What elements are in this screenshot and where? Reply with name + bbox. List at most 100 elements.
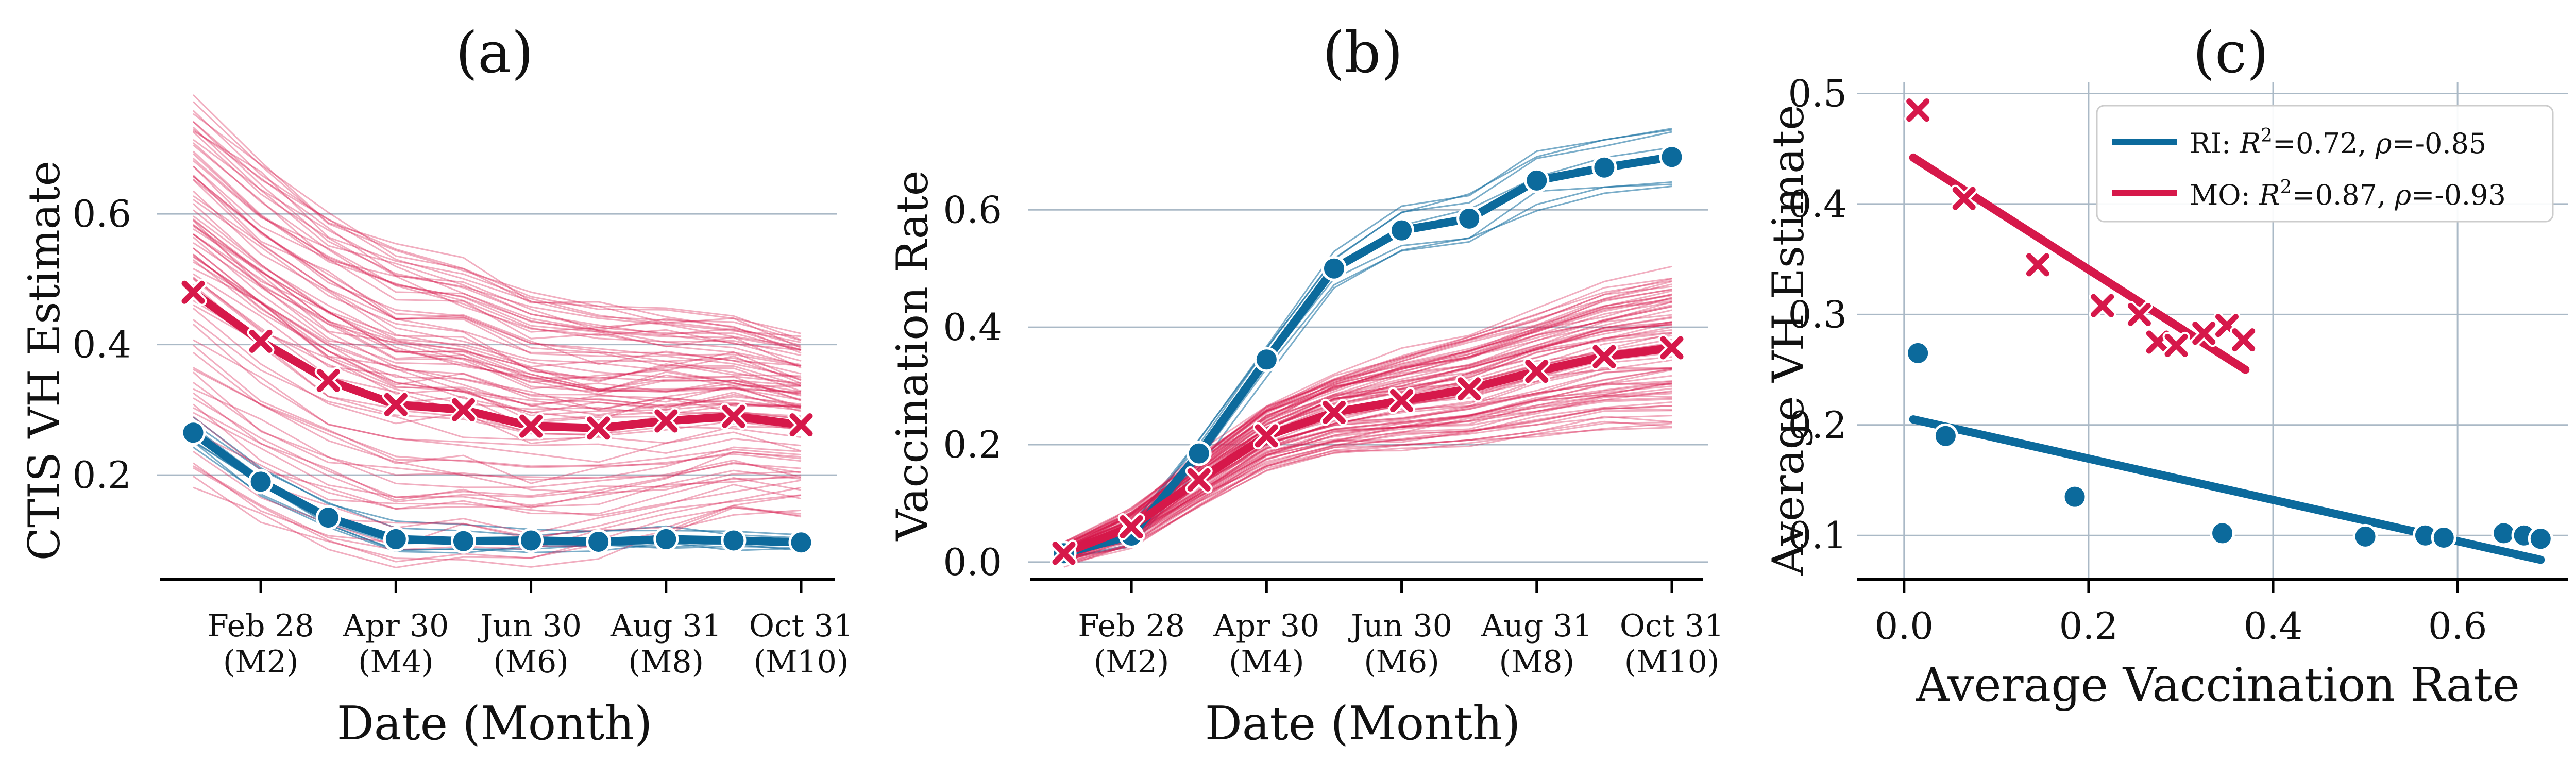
pa-county-line <box>193 219 802 394</box>
pa-county-line <box>193 233 802 393</box>
pa-county-line <box>193 113 802 347</box>
pb-xtick-sublabel: (M2) <box>1094 644 1169 680</box>
pa-mo-point <box>382 391 410 418</box>
pa-county-line <box>193 407 802 509</box>
pb-county-line <box>1063 367 1672 561</box>
pa-county-line <box>193 253 802 411</box>
pa-mo-point <box>314 366 342 394</box>
pb-ytick-label: 0.2 <box>943 423 1002 466</box>
pb-mo-point <box>1117 513 1145 540</box>
pa-ri-point <box>518 528 544 553</box>
pc-xtick-label: 0.6 <box>2428 604 2487 648</box>
pb-xtick-sublabel: (M6) <box>1364 644 1439 680</box>
pa-county-line <box>193 233 802 395</box>
pb-county-line <box>1063 405 1672 560</box>
pa-county-line <box>193 352 802 484</box>
pb-county-line <box>1063 421 1672 568</box>
panel-a-y-ticks: 0.2 0.4 0.6 <box>72 192 131 497</box>
pa-county-line <box>193 242 802 409</box>
pa-ri-point <box>586 529 612 554</box>
pa-county-line <box>193 176 802 367</box>
pc-mo-point <box>2162 331 2190 359</box>
pa-county-line <box>192 174 802 379</box>
pa-county-line <box>193 142 802 367</box>
pc-mo-point <box>2125 300 2153 328</box>
panel-a-xlabel: Date (Month) <box>337 697 653 751</box>
pb-mo-point <box>1658 334 1686 362</box>
panel-c-x-ticks: 0.0 0.2 0.4 0.6 <box>1875 580 2487 648</box>
pa-county-line <box>193 465 802 551</box>
pb-county-line <box>1063 422 1672 566</box>
pa-mo-point <box>179 278 207 306</box>
pa-ri-point <box>180 420 206 446</box>
pb-county-line <box>1063 410 1672 561</box>
pa-county-line <box>193 256 802 408</box>
pb-ri-point <box>1591 155 1617 180</box>
pb-county-line <box>1063 290 1672 548</box>
pb-county-line <box>1063 407 1672 559</box>
pb-county-line <box>1063 283 1672 543</box>
pa-county-line <box>193 121 802 342</box>
pa-county-line <box>193 247 802 413</box>
pb-county-line <box>1063 375 1672 555</box>
pa-county-line <box>193 412 802 506</box>
pb-county-line <box>1063 380 1672 555</box>
pc-mo-point <box>1904 96 1932 124</box>
pa-county-line <box>193 431 802 517</box>
pb-xtick-sublabel: (M4) <box>1229 644 1304 680</box>
pc-ri-point <box>2210 520 2235 546</box>
pa-ri-point <box>721 528 747 553</box>
pb-county-line <box>1063 393 1672 564</box>
pa-xtick-sublabel: (M6) <box>493 644 568 680</box>
panel-a: (a) 0.2 0.4 0.6 Feb 28(M2) Apr 30(M4) Jun 30… <box>19 20 853 751</box>
pa-ri-point <box>248 469 274 495</box>
pc-ri-point <box>1933 423 1958 449</box>
legend-mo-label: MO: R2=0.87, ρ=-0.93 <box>2190 177 2506 211</box>
legend-ri-label: RI: R2=0.72, ρ=-0.85 <box>2190 125 2486 160</box>
pa-ri-point <box>315 505 341 531</box>
pa-mo-point <box>449 396 477 424</box>
pb-mo-point <box>1388 387 1416 415</box>
panel-c-ylabel: Average VH Estimate <box>1763 105 1814 576</box>
panel-c-title: (c) <box>2193 20 2268 86</box>
pb-mo-point <box>1320 398 1348 426</box>
pb-county-line <box>1063 415 1672 562</box>
panel-b-xlabel: Date (Month) <box>1205 697 1521 751</box>
pb-xtick-label: Aug 31 <box>1481 608 1592 644</box>
pa-county-line <box>193 486 802 569</box>
pc-ri-point <box>2528 526 2553 552</box>
pa-county-line <box>193 268 802 416</box>
pa-county-line <box>193 178 802 381</box>
pa-xtick-label: Oct 31 <box>749 608 853 644</box>
pa-county-line <box>193 388 802 488</box>
pb-county-line <box>1063 427 1672 565</box>
pc-ytick-label: 0.2 <box>1788 403 1847 447</box>
pa-county-line <box>193 247 802 410</box>
panel-b: (b) 0.0 0.2 0.4 0.6 Feb 28(M2) Apr 30(M4) Jun… <box>887 20 1724 751</box>
pb-county-line <box>1063 383 1672 557</box>
pb-county-line <box>1063 369 1672 561</box>
pb-county-line <box>1063 380 1672 554</box>
pa-county-line <box>193 308 802 445</box>
pa-county-line <box>193 476 802 568</box>
panel-a-title: (a) <box>455 20 533 86</box>
panel-a-ylabel: CTIS VH Estimate <box>19 161 70 561</box>
pb-county-line <box>1063 398 1672 565</box>
pb-mo-point <box>1590 343 1618 370</box>
pc-ytick-label: 0.5 <box>1788 72 1847 115</box>
pb-ytick-label: 0.6 <box>943 188 1002 231</box>
pa-county-line <box>193 339 802 463</box>
pb-county-line <box>1063 387 1672 555</box>
pa-county-line <box>192 153 802 357</box>
pa-county-line <box>193 467 802 563</box>
pa-county-line <box>193 139 802 354</box>
pa-county-line <box>193 319 802 444</box>
pa-county-line <box>193 367 802 468</box>
pb-county-line <box>1063 128 1672 551</box>
pc-ytick-label: 0.4 <box>1788 182 1847 226</box>
pa-county-line <box>192 94 802 341</box>
pa-county-line <box>193 225 802 397</box>
pb-county-line <box>1063 285 1672 548</box>
pc-ri-point <box>2352 523 2378 549</box>
